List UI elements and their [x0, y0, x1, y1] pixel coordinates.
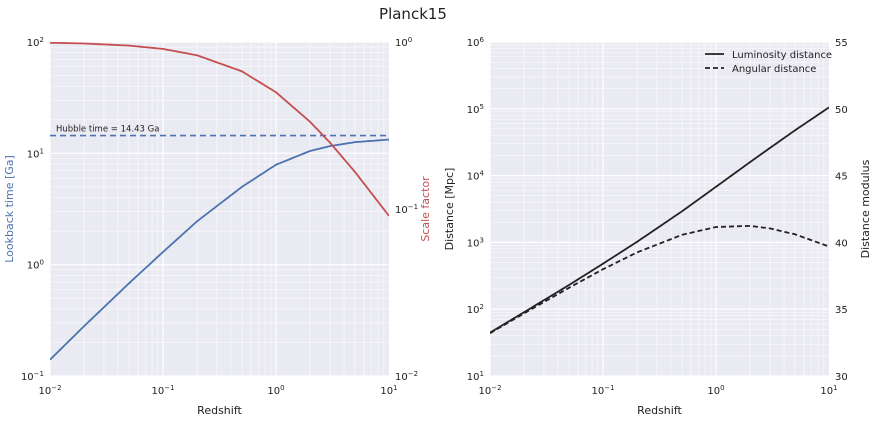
x-tick-label-exponent: 0	[280, 384, 284, 392]
y-right-axis-label: Scale factor	[419, 176, 432, 242]
y-left-tick-label-exponent: 5	[480, 103, 484, 111]
y-left-tick-label-base: 10	[467, 105, 480, 116]
series-line-right-axis	[50, 42, 389, 217]
x-tick-label-base: 10	[478, 386, 491, 397]
distance-chart: 10−2 10−1 100 10110110210310410510630354045…	[443, 36, 870, 417]
series-line-angular-distance	[490, 224, 829, 334]
y-right-tick-label-base: 10	[395, 372, 408, 383]
legend: Luminosity distance Angular distance	[705, 50, 832, 75]
y-right-axis-label: Distance modulus	[859, 159, 870, 258]
legend-entry: Angular distance	[732, 64, 816, 75]
y-left-axis-label: Distance [Mpc]	[443, 168, 456, 251]
y-right-tick-label-base: 10	[395, 205, 408, 216]
y-right-tick-label-exponent: 0	[408, 36, 412, 44]
y-left-tick-label: 102	[27, 36, 44, 49]
y-right-tick-label-exponent: −1	[408, 203, 418, 211]
x-tick-label-exponent: 1	[393, 384, 397, 392]
x-tick-label: 10−2	[478, 384, 501, 397]
legend-entry: Luminosity distance	[732, 50, 832, 61]
x-tick-label-base: 10	[380, 386, 393, 397]
y-left-tick-label: 106	[467, 36, 485, 49]
x-tick-label-base: 10	[591, 386, 604, 397]
x-tick-label-exponent: −2	[491, 384, 501, 392]
hubble-time-label: Hubble time = 14.43 Ga	[56, 125, 159, 135]
y-left-tick-label-exponent: 6	[480, 36, 485, 44]
x-tick-label: 101	[820, 384, 837, 397]
x-tick-label-base: 10	[151, 386, 164, 397]
x-tick-label: 10−1	[151, 384, 174, 397]
x-tick-label: 101	[380, 384, 397, 397]
x-tick-label-base: 10	[707, 386, 720, 397]
x-tick-label: 100	[707, 384, 724, 397]
y-left-tick-label-exponent: 1	[40, 147, 44, 155]
y-left-tick-label-exponent: 0	[40, 259, 44, 267]
y-left-tick-label-exponent: −1	[34, 370, 44, 378]
x-tick-label-exponent: 0	[720, 384, 724, 392]
y-left-tick-label-base: 10	[27, 149, 40, 160]
y-right-tick-label: 40	[835, 238, 848, 249]
x-tick-label-exponent: −1	[164, 384, 174, 392]
y-left-tick-label: 102	[467, 303, 484, 316]
y-left-tick-label-exponent: 2	[40, 36, 44, 44]
y-left-tick-label-exponent: 2	[480, 303, 484, 311]
plot-area	[50, 42, 389, 376]
y-left-tick-label-base: 10	[467, 238, 480, 249]
y-left-tick-label: 101	[467, 370, 484, 383]
y-right-tick-label: 35	[835, 305, 848, 316]
x-tick-label: 100	[267, 384, 284, 397]
figure-title: Planck15	[379, 5, 447, 23]
y-right-tick-label: 10−2	[395, 370, 418, 383]
x-tick-label-exponent: −2	[51, 384, 61, 392]
series-line-left-axis	[50, 138, 389, 361]
x-tick-label-exponent: −1	[604, 384, 614, 392]
y-right-tick-label: 50	[835, 105, 848, 116]
y-right-tick-label: 45	[835, 172, 848, 183]
grid	[489, 41, 829, 377]
y-right-tick-label: 100	[395, 36, 412, 49]
y-left-tick-label: 103	[467, 236, 484, 249]
y-left-tick-label: 10−1	[21, 370, 44, 383]
x-axis-label: Redshift	[637, 404, 682, 417]
grid	[49, 41, 389, 377]
x-axis-label: Redshift	[197, 404, 242, 417]
y-left-tick-label: 104	[467, 170, 485, 183]
y-left-tick-label-base: 10	[27, 38, 40, 49]
y-left-tick-label-base: 10	[467, 172, 480, 183]
x-tick-label-exponent: 1	[833, 384, 837, 392]
y-left-tick-label-base: 10	[27, 261, 40, 272]
y-left-tick-label: 100	[27, 259, 44, 272]
y-left-tick-label-base: 10	[467, 38, 480, 49]
data-layer	[50, 42, 389, 361]
x-tick-label-base: 10	[267, 386, 280, 397]
data-layer	[490, 106, 829, 334]
y-right-tick-label-exponent: −2	[408, 370, 418, 378]
series-line-luminosity-distance	[490, 106, 829, 334]
y-left-tick-label-exponent: 4	[480, 170, 485, 178]
y-right-tick-label-base: 10	[395, 38, 408, 49]
y-left-tick-label: 105	[467, 103, 484, 116]
y-left-tick-label-exponent: 3	[480, 236, 484, 244]
x-tick-label: 10−1	[591, 384, 614, 397]
y-left-tick-label: 101	[27, 147, 44, 160]
x-tick-label: 10−2	[38, 384, 61, 397]
lookback-scale-factor-chart: 10−2 10−1 100 10110−110010110210−210−1100Re…	[3, 36, 432, 417]
plot-area	[490, 42, 829, 376]
y-right-tick-label: 10−1	[395, 203, 418, 216]
y-right-tick-label: 30	[835, 372, 848, 383]
y-left-axis-label: Lookback time [Ga]	[3, 155, 16, 263]
y-left-tick-label-base: 10	[467, 305, 480, 316]
x-tick-label-base: 10	[38, 386, 51, 397]
y-left-tick-label-base: 10	[21, 372, 34, 383]
x-tick-label-base: 10	[820, 386, 833, 397]
y-left-tick-label-base: 10	[467, 372, 480, 383]
y-left-tick-label-exponent: 1	[480, 370, 484, 378]
y-right-tick-label: 55	[835, 38, 848, 49]
